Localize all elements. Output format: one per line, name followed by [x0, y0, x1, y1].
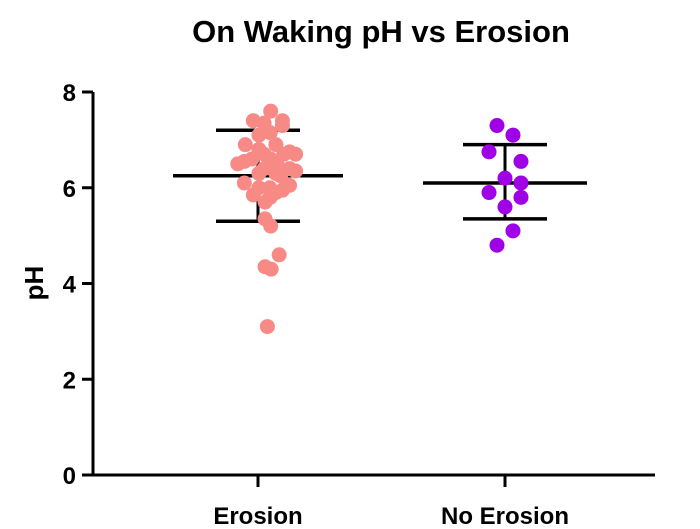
data-point	[281, 177, 297, 193]
data-points	[230, 103, 529, 335]
data-point	[236, 175, 252, 191]
data-point	[481, 144, 497, 160]
data-point	[263, 103, 279, 119]
chart-title: On Waking pH vs Erosion	[192, 14, 570, 49]
data-point	[489, 118, 505, 134]
axes: 0 2 4 6 8 Erosion No Erosion	[63, 80, 655, 529]
data-point	[271, 247, 287, 263]
x-tick-label: Erosion	[213, 503, 302, 529]
y-tick-label: 8	[63, 80, 76, 107]
y-axis-label: pH	[19, 266, 49, 301]
data-point	[263, 261, 279, 277]
data-point	[513, 189, 529, 205]
data-point	[251, 180, 267, 196]
y-tick-label: 4	[63, 272, 77, 299]
y-tick-label: 6	[63, 176, 76, 203]
data-point	[262, 125, 278, 141]
data-point	[513, 153, 529, 169]
data-point	[288, 163, 304, 179]
data-point	[263, 218, 279, 234]
y-tick-label: 0	[63, 463, 76, 490]
y-tick-label: 2	[63, 367, 76, 394]
data-point	[497, 199, 513, 215]
data-point	[505, 223, 521, 239]
data-point	[489, 237, 505, 253]
data-point	[274, 118, 290, 134]
x-tick-label: No Erosion	[441, 503, 569, 529]
data-point	[251, 127, 267, 143]
data-point	[259, 319, 275, 335]
summary-lines	[173, 128, 587, 224]
data-point	[505, 127, 521, 143]
data-point	[513, 175, 529, 191]
data-point	[497, 170, 513, 186]
data-point	[481, 185, 497, 201]
data-point	[288, 146, 304, 162]
data-point	[237, 137, 253, 153]
